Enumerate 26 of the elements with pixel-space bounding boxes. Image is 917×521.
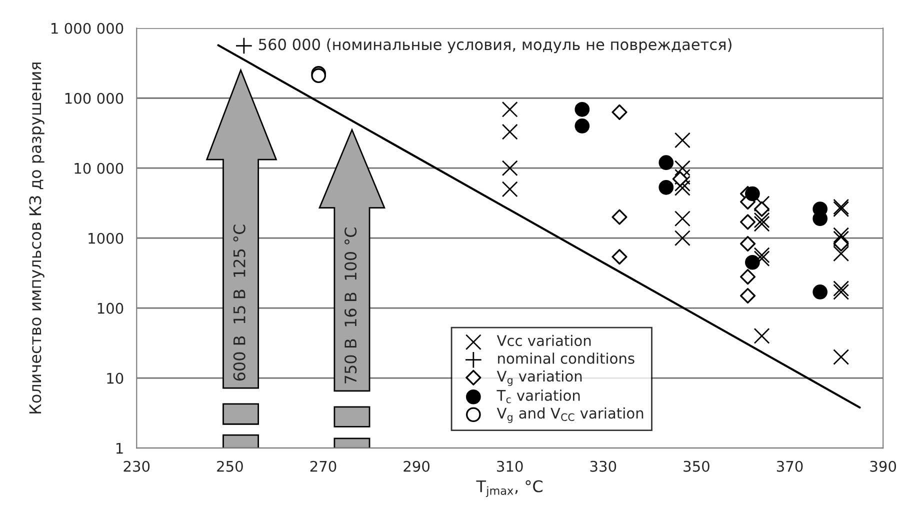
y-axis-title: Количество импульсов КЗ до разрушения — [29, 62, 44, 414]
x-tick-label: 230 — [124, 460, 150, 472]
legend-label: T$_{c}$ variation — [496, 390, 580, 404]
y-tick-label: 1000 — [88, 232, 124, 244]
x-tick-label: 370 — [776, 460, 803, 472]
y-tick-label: 100 000 — [65, 92, 124, 104]
legend-label: V$_{g}$ variation — [496, 370, 582, 386]
y-tick-label: 1 — [116, 442, 123, 454]
y-tick-label: 1 000 000 — [52, 22, 124, 34]
x-tick-label: 390 — [870, 460, 896, 472]
legend-label: Vcc variation — [496, 334, 591, 346]
x-tick-label: 310 — [497, 460, 523, 472]
x-tick-label: 250 — [217, 460, 243, 472]
legend-label: nominal conditions — [498, 352, 634, 364]
y-tick-label: 100 — [98, 302, 124, 314]
annotation: 750 В 16 В 100 °C — [344, 228, 357, 384]
x-axis-title: T$_{jmax}$, °C — [476, 480, 542, 498]
x-tick-label: 270 — [310, 460, 336, 472]
legend-label: V$_{g}$ and V$_{CC}$ variation — [496, 407, 644, 423]
annotation: 600 В 15 В 125 °C — [233, 224, 246, 381]
annotation: 560 000 (номинальные условия, модуль не повреждается) — [259, 38, 732, 54]
x-tick-label: 350 — [684, 460, 710, 472]
x-tick-label: 330 — [590, 460, 616, 472]
y-tick-label: 10 000 — [74, 162, 124, 174]
y-tick-label: 10 — [107, 372, 124, 384]
x-tick-label: 290 — [404, 460, 430, 472]
